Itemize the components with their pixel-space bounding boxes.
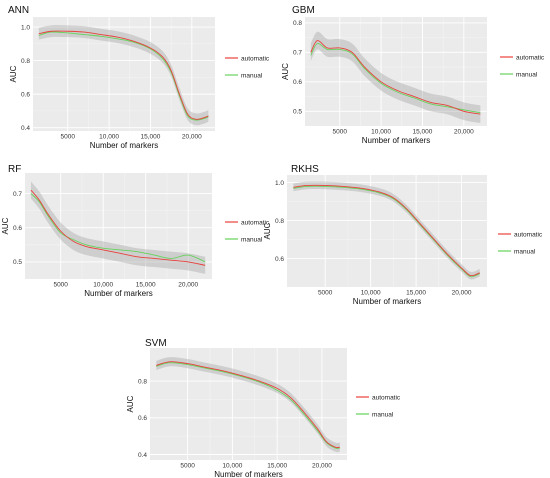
x-tick-label: 20,000 [452,290,472,297]
legend: automatic manual [498,231,543,255]
panel-svm: 5000 10,000 15,000 20,000 0.4 0.6 0.8 SVM Number… [126,338,401,478]
y-tick-label: 0.5 [13,259,22,266]
y-tick-label: 0.8 [275,218,284,225]
plot-background [150,348,347,460]
y-tick-label: 0.8 [21,58,30,65]
panel-title: SVM [145,338,167,349]
x-axis-label: Number of markers [84,289,152,298]
confidence-band [293,181,480,280]
x-tick-label: 20,000 [312,463,332,470]
y-tick-label: 0.6 [138,415,147,422]
x-tick-label: 15,000 [267,463,287,470]
panel-title: ANN [8,5,29,16]
x-tick-label: 15,000 [406,290,426,297]
panel-title: RF [8,164,21,175]
legend-label-automatic: automatic [241,55,270,62]
legend-label-manual: manual [514,248,536,255]
plot-background [287,175,487,287]
legend: automatic manual [356,394,401,418]
panel-title: GBM [292,5,315,16]
panel-rkhs: 5000 10,000 15,000 20,000 0.6 0.8 1.0 RKHS Numbe… [263,164,543,306]
series-line-automatic [293,184,480,277]
y-tick-label: 0.4 [21,125,30,132]
legend: automatic manual [500,54,545,78]
confidence-band [30,181,206,274]
x-tick-label: 20,000 [182,134,202,141]
legend-label-automatic: automatic [372,394,401,401]
series-line-manual [293,185,480,278]
series-line-automatic [310,40,481,115]
x-axis-label: Number of markers [362,136,430,145]
panel-ann: 5000 10,000 15,000 20,000 0.4 0.6 0.8 1.0 ANN Num… [8,5,270,150]
series-line-manual [38,31,209,121]
x-tick-label: 15,000 [413,129,433,136]
y-axis-label: AUC [9,65,18,82]
legend: automatic manual [225,55,270,79]
legend-label-manual: manual [241,236,263,243]
x-tick-label: 10,000 [222,463,242,470]
x-tick-label: 5000 [53,282,68,289]
y-tick-label: 1.0 [21,24,30,31]
x-tick-label: 10,000 [371,129,391,136]
confidence-band [38,25,209,126]
y-tick-label: 0.6 [13,225,22,232]
x-tick-label: 5000 [61,134,76,141]
legend: automatic manual [225,219,270,243]
confidence-band [156,357,340,453]
x-tick-label: 20,000 [454,129,474,136]
y-tick-label: 0.5 [293,109,302,116]
x-axis-label: Number of markers [353,297,421,306]
x-axis-label: Number of markers [90,141,158,150]
series-line-manual [156,362,340,449]
y-tick-label: 0.7 [293,50,302,57]
series-line-manual [30,193,206,263]
panel-rf: 5000 10,000 15,000 20,000 0.5 0.6 0.7 RF Number … [1,164,270,298]
y-tick-label: 0.4 [138,452,147,459]
series-line-automatic [38,30,209,120]
y-tick-label: 0.8 [293,20,302,27]
x-tick-label: 10,000 [361,290,381,297]
x-tick-label: 10,000 [93,282,113,289]
y-axis-label: AUC [281,63,290,80]
y-tick-label: 0.6 [21,91,30,98]
x-tick-label: 15,000 [136,282,156,289]
x-tick-label: 10,000 [99,134,119,141]
legend-label-manual: manual [241,72,263,79]
legend-label-automatic: automatic [516,54,545,61]
panel-gbm: 5000 10,000 15,000 20,000 0.5 0.6 0.7 0.8 GBM Num… [281,5,545,145]
plot-background [33,17,215,131]
y-tick-label: 1.0 [275,180,284,187]
x-axis-label: Number of markers [214,470,282,478]
panel-title: RKHS [291,164,319,175]
plot-background [305,17,487,126]
x-tick-label: 5000 [318,290,333,297]
x-tick-label: 5000 [180,463,195,470]
legend-label-manual: manual [516,71,538,78]
y-tick-label: 0.6 [293,79,302,86]
series-line-manual [310,42,481,114]
x-tick-label: 5000 [333,129,348,136]
y-tick-label: 0.8 [138,378,147,385]
series-line-automatic [156,361,340,449]
y-axis-label: AUC [263,222,272,239]
x-tick-label: 15,000 [141,134,161,141]
legend-label-automatic: automatic [514,231,543,238]
y-tick-label: 0.7 [13,191,22,198]
x-tick-label: 20,000 [178,282,198,289]
legend-label-manual: manual [372,411,394,418]
y-tick-label: 0.6 [275,256,284,263]
legend-label-automatic: automatic [241,219,270,226]
series-line-automatic [30,189,206,266]
y-axis-label: AUC [1,217,10,234]
y-axis-label: AUC [126,395,135,412]
